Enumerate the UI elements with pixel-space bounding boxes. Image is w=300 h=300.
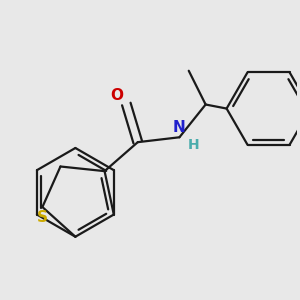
Text: H: H (187, 138, 199, 152)
Text: O: O (110, 88, 123, 104)
Text: S: S (37, 210, 48, 225)
Text: N: N (173, 120, 186, 135)
